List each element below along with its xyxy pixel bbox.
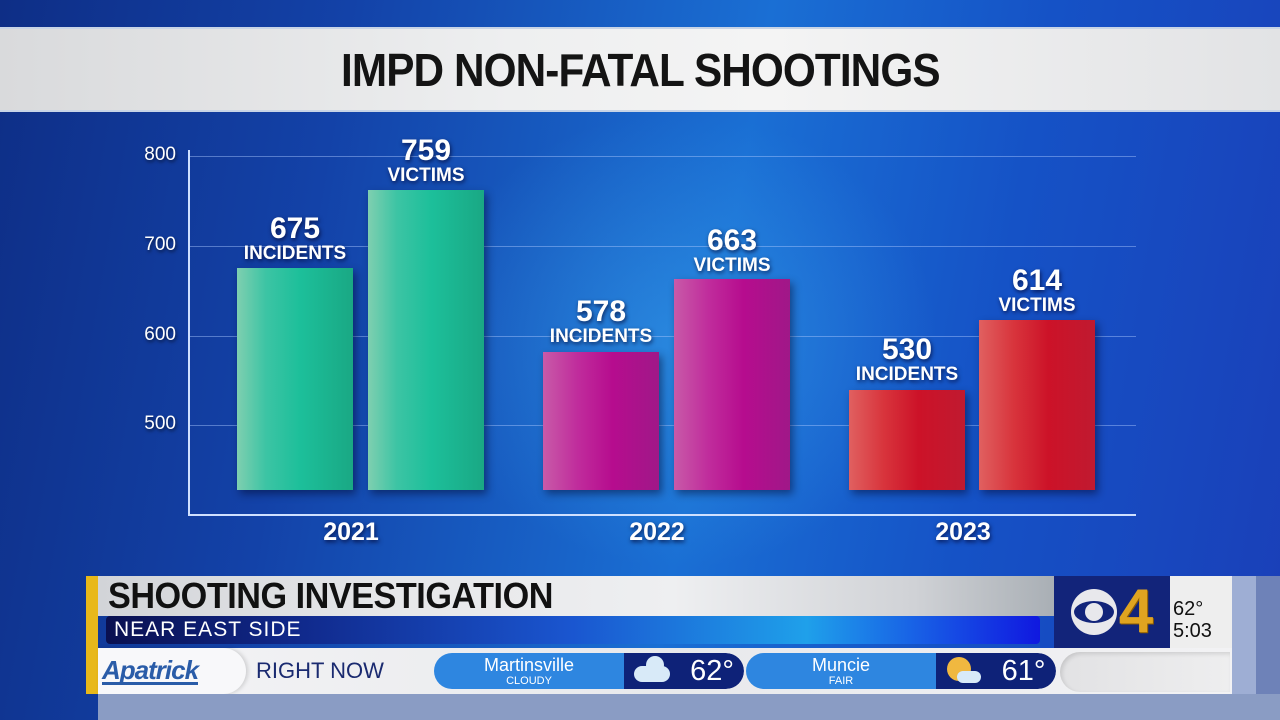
bar-2021-incidents <box>237 268 353 490</box>
sponsor-logo: Apatrick <box>98 648 246 694</box>
city-name: Muncie <box>811 655 871 675</box>
y-tick-label: 700 <box>144 234 176 255</box>
right-now-label: RIGHT NOW <box>256 658 384 683</box>
bar-label-2021-victims: 759 VICTIMS <box>387 134 465 186</box>
city-temp: 61° <box>1001 654 1046 687</box>
station-logo: 4 <box>1054 576 1170 648</box>
weather-item-muncie: Muncie FAIR 61° <box>746 653 1056 689</box>
x-label-2022: 2022 <box>629 518 685 546</box>
side-strip <box>1256 576 1280 694</box>
temp-time-box: 62° 5:03 <box>1170 576 1232 648</box>
bar-label-2021-incidents: 675 INCIDENTS <box>243 212 347 264</box>
y-axis <box>188 150 190 516</box>
gridline-600 <box>190 336 1136 337</box>
bar-label-2022-incidents: 578 INCIDENTS <box>549 295 653 347</box>
station-number: 4 <box>1118 577 1154 646</box>
title-band: IMPD NON-FATAL SHOOTINGS <box>0 27 1280 112</box>
lower-third-subhead: NEAR EAST SIDE <box>106 616 1040 644</box>
bar-2023-victims <box>979 320 1095 490</box>
x-axis <box>188 514 1136 516</box>
empty-ticker-slot <box>1060 652 1230 692</box>
cloud-icon <box>634 656 671 682</box>
lower-third-accent-bar <box>86 576 98 694</box>
x-label-2021: 2021 <box>323 518 379 546</box>
side-strip <box>1232 576 1256 694</box>
bar-chart: 800 700 600 500 675 INCIDENTS 759 VICTIM… <box>144 134 1136 546</box>
current-temp: 62° <box>1173 598 1204 620</box>
weather-item-martinsville: Martinsville CLOUDY 62° <box>434 653 744 689</box>
x-label-2023: 2023 <box>935 518 991 546</box>
bottom-band <box>98 694 1280 720</box>
bar-2022-victims <box>674 279 790 490</box>
lower-third-headline: SHOOTING INVESTIGATION <box>98 575 1058 616</box>
cbs-eye-icon <box>1070 589 1117 635</box>
y-tick-label: 500 <box>144 413 176 434</box>
weather-condition: FAIR <box>828 675 854 687</box>
chart-title: IMPD NON-FATAL SHOOTINGS <box>340 43 941 96</box>
y-tick-label: 800 <box>144 144 176 165</box>
bar-label-2022-victims: 663 VICTIMS <box>693 224 771 276</box>
headline-text: SHOOTING INVESTIGATION <box>108 575 553 616</box>
bar-2023-incidents <box>849 390 965 490</box>
city-temp: 62° <box>690 654 734 687</box>
gridline-500 <box>190 425 1136 426</box>
gridline-800 <box>190 156 1136 157</box>
bar-2022-incidents <box>543 352 659 490</box>
bar-label-2023-incidents: 530 INCIDENTS <box>855 333 959 385</box>
current-time: 5:03 <box>1173 620 1212 642</box>
subhead-text: NEAR EAST SIDE <box>114 618 302 641</box>
weather-ticker: Apatrick RIGHT NOW Martinsville CLOUDY 6… <box>98 648 1232 694</box>
gridline-700 <box>190 246 1136 247</box>
city-name: Martinsville <box>483 655 575 675</box>
y-tick-label: 600 <box>144 324 176 345</box>
sun-cloud-icon <box>946 657 981 685</box>
weather-condition: CLOUDY <box>506 675 552 687</box>
bar-2021-victims <box>368 190 484 490</box>
bar-label-2023-victims: 614 VICTIMS <box>998 264 1076 316</box>
